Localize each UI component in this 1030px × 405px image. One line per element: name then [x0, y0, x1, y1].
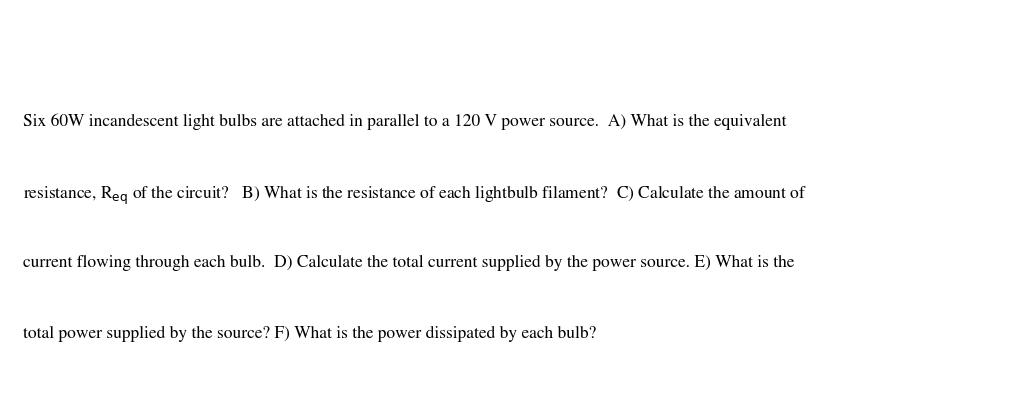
Text: total power supplied by the source? F) What is the power dissipated by each bulb: total power supplied by the source? F) W… — [23, 326, 596, 342]
Text: resistance, R$_{\mathrm{eq}}$ of the circuit?   B) What is the resistance of eac: resistance, R$_{\mathrm{eq}}$ of the cir… — [23, 184, 806, 207]
Text: current flowing through each bulb.  D) Calculate the total current supplied by t: current flowing through each bulb. D) Ca… — [23, 255, 794, 271]
Text: Six 60W incandescent light bulbs are attached in parallel to a 120 V power sourc: Six 60W incandescent light bulbs are att… — [23, 113, 786, 130]
